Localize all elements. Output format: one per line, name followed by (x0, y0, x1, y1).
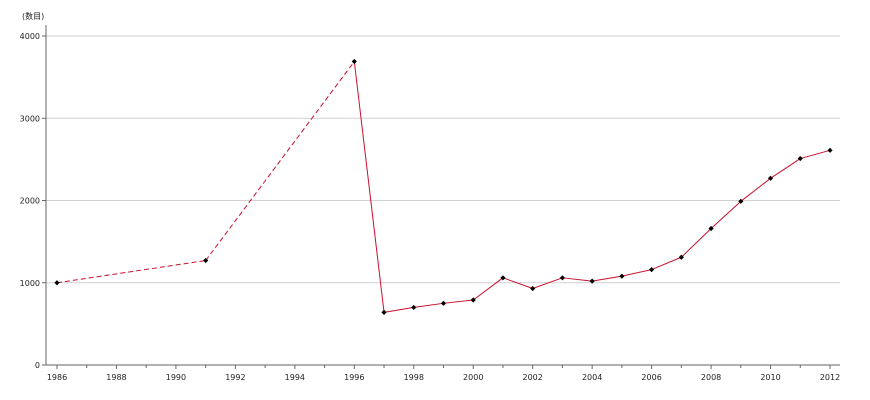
x-tick-label-2008: 2008 (701, 373, 721, 382)
y-tick-label-4000: 4000 (20, 32, 40, 41)
x-tick-label-1990: 1990 (166, 373, 186, 382)
gridlines (46, 35, 840, 284)
data-point-2010 (767, 175, 774, 181)
line-segment-2008-2009 (710, 200, 742, 229)
data-point-2002 (530, 285, 536, 292)
line-segment-2004-2005 (592, 275, 622, 282)
x-tick-label-2012: 2012 (820, 373, 840, 382)
line-segment-2003-2004 (562, 277, 593, 282)
line-segment-1986-1991 (56, 260, 206, 284)
x-tick-label-1986: 1986 (47, 373, 67, 382)
data-point-1999 (440, 300, 447, 306)
line-segment-2002-2003 (532, 277, 563, 289)
x-tick-label-1994: 1994 (285, 373, 305, 382)
x-tick-label-1996: 1996 (344, 373, 364, 382)
y-tick-label-3000: 3000 (20, 114, 40, 123)
line-segment-1998-1999 (413, 302, 444, 308)
x-tick-label-2002: 2002 (523, 373, 543, 382)
line-segment-2006-2007 (651, 256, 682, 271)
data-point-2003 (559, 275, 566, 281)
data-point-2012 (827, 147, 833, 153)
data-point-1991 (203, 257, 209, 264)
data-point-2011 (797, 155, 803, 162)
y-tick-label-0: 0 (35, 361, 40, 370)
data-point-2007 (678, 254, 684, 260)
line-segment-1999-2000 (443, 299, 474, 304)
data-point-2008 (708, 225, 714, 232)
axes (42, 25, 840, 369)
line-segment-1996-1997 (353, 61, 385, 313)
data-point-2001 (500, 275, 506, 281)
line-segment-2005-2006 (621, 269, 652, 277)
x-tick-label-1988: 1988 (106, 373, 126, 382)
data-point-1998 (411, 304, 417, 311)
y-axis-unit-label: (数目) (22, 11, 44, 21)
data-point-1996 (351, 58, 357, 65)
x-tick-label-1998: 1998 (404, 373, 424, 382)
series-layer (54, 58, 833, 315)
line-segment-2009-2010 (740, 177, 771, 202)
line-segment-2007-2008 (680, 228, 712, 258)
line-segment-1991-1996 (205, 61, 355, 261)
x-tick-label-1992: 1992 (225, 373, 245, 382)
data-point-2009 (738, 198, 744, 204)
x-tick-label-2006: 2006 (641, 373, 661, 382)
data-point-2006 (649, 266, 655, 273)
data-point-2004 (589, 278, 595, 284)
x-tick-label-2000: 2000 (463, 373, 483, 382)
y-tick-label-2000: 2000 (20, 197, 40, 206)
line-segment-2001-2002 (502, 277, 533, 289)
line-segment-2010-2011 (770, 158, 801, 179)
line-segment-2000-2001 (472, 277, 504, 301)
data-point-2005 (619, 273, 625, 279)
data-point-1997 (381, 309, 387, 315)
line-segment-1997-1998 (383, 306, 414, 313)
line-segment-2011-2012 (800, 149, 831, 160)
data-point-1986 (54, 280, 60, 286)
tick-labels: 0 1000 2000 3000 4000 1986 1988 1990 1992 1994 199… (20, 32, 841, 382)
data-point-2000 (470, 297, 476, 303)
x-tick-label-2010: 2010 (760, 373, 780, 382)
y-tick-label-1000: 1000 (20, 279, 40, 288)
x-tick-label-2004: 2004 (582, 373, 602, 382)
